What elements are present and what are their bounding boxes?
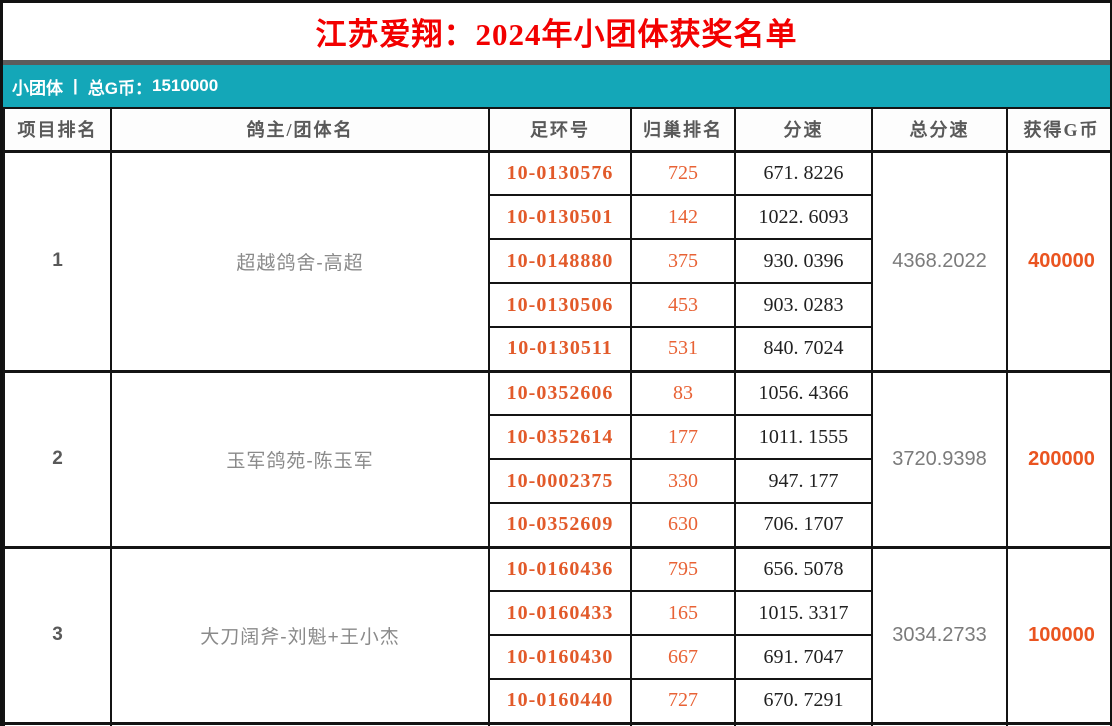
speed-cell: 1015. 3317 <box>734 590 873 636</box>
table-row: 10-0130506 453 903. 0283 <box>4 282 1110 328</box>
total-speed-cell: 4368.2022 <box>871 149 1008 372</box>
speed-cell: 840. 7024 <box>734 326 873 372</box>
table-row: 3 大刀阔斧-刘魁+王小杰 10-0160436 795 656. 5078 3… <box>3 545 1110 724</box>
speed-cell: 671. 8226 <box>734 149 873 196</box>
homing-rank-cell: 630 <box>630 502 736 548</box>
speed-cell: 656. 5078 <box>734 545 873 592</box>
ring-number-cell: 10-0130506 <box>488 282 632 328</box>
ring-number-cell: 10-0352606 <box>488 369 632 416</box>
partial-next-block <box>3 721 1110 726</box>
ring-number-cell: 10-0160436 <box>488 545 632 592</box>
total-speed-cell: 3034.2733 <box>871 545 1008 724</box>
table-row: 10-0352614 177 1011. 1555 <box>4 414 1110 460</box>
speed-cell: 1011. 1555 <box>734 414 873 460</box>
ring-number-cell: 10-0352609 <box>488 502 632 548</box>
homing-rank-cell: 142 <box>630 194 736 240</box>
banner-divider: | <box>73 76 78 95</box>
team-name-cell: 大刀阔斧-刘魁+王小杰 <box>110 545 490 724</box>
table-row: 10-0160433 165 1015. 3317 <box>4 590 1110 636</box>
project-rank-cell: 2 <box>3 369 112 548</box>
speed-cell: 1056. 4366 <box>734 369 873 416</box>
ring-number-cell: 10-0160430 <box>488 634 632 680</box>
ring-number-cell: 10-0002375 <box>488 458 632 504</box>
gcoin-prize-cell: 200000 <box>1006 369 1110 548</box>
speed-cell: 691. 7047 <box>734 634 873 680</box>
column-header-gcoin-won: 获得G币 <box>1006 107 1110 153</box>
category-banner: 小团体 | 总G币： 1510000 <box>3 65 1110 107</box>
gcoin-prize-cell: 400000 <box>1006 149 1110 372</box>
homing-rank-cell: 531 <box>630 326 736 372</box>
homing-rank-cell: 667 <box>630 634 736 680</box>
homing-rank-cell: 725 <box>630 149 736 196</box>
title-divider-band <box>3 60 1110 65</box>
homing-rank-cell: 795 <box>630 545 736 592</box>
speed-cell: 706. 1707 <box>734 502 873 548</box>
team-block-3: 3 大刀阔斧-刘魁+王小杰 10-0160436 795 656. 5078 3… <box>3 545 1110 724</box>
ring-number-cell: 10-0352614 <box>488 414 632 460</box>
team-name-cell: 玉军鸽苑-陈玉军 <box>110 369 490 548</box>
homing-rank-cell: 330 <box>630 458 736 504</box>
project-rank-cell: 1 <box>3 149 112 372</box>
homing-rank-cell: 83 <box>630 369 736 416</box>
ring-number-cell: 10-0130576 <box>488 149 632 196</box>
table-row: 2 玉军鸽苑-陈玉军 10-0352606 83 1056. 4366 3720… <box>3 369 1110 548</box>
table-header-row: 项目排名 鸽主/团体名 足环号 归巢排名 分速 总分速 获得G币 <box>3 107 1110 153</box>
column-header-total-speed: 总分速 <box>871 107 1008 153</box>
team-name-cell: 超越鸽舍-高超 <box>110 149 490 372</box>
ring-number-cell: 10-0148880 <box>488 238 632 284</box>
homing-rank-cell: 727 <box>630 678 736 724</box>
table-row: 10-0160430 667 691. 7047 <box>4 634 1110 680</box>
page-title: 江苏爱翔：2024年小团体获奖名单 <box>315 17 798 52</box>
total-speed-cell: 3720.9398 <box>871 369 1008 548</box>
ring-number-cell: 10-0160433 <box>488 590 632 636</box>
title-box: 江苏爱翔：2024年小团体获奖名单 <box>3 3 1110 60</box>
table-row: 10-0352609 630 706. 1707 <box>4 502 1110 548</box>
table-row: 10-0160440 727 670. 7291 <box>4 678 1110 724</box>
table-row-partial <box>3 721 1110 726</box>
team-block-2: 2 玉军鸽苑-陈玉军 10-0352606 83 1056. 4366 3720… <box>3 369 1110 548</box>
table-row: 10-0130511 531 840. 7024 <box>4 326 1110 372</box>
column-header-project-rank: 项目排名 <box>3 107 112 153</box>
column-header-speed: 分速 <box>734 107 873 153</box>
ring-number-cell: 10-0130501 <box>488 194 632 240</box>
banner-total-gcoin-value: 1510000 <box>152 76 219 95</box>
homing-rank-cell: 165 <box>630 590 736 636</box>
homing-rank-cell: 453 <box>630 282 736 328</box>
ring-number-cell: 10-0130511 <box>488 326 632 372</box>
homing-rank-cell: 177 <box>630 414 736 460</box>
banner-total-gcoin-label: 总G币： <box>87 78 152 98</box>
table-row: 1 超越鸽舍-高超 10-0130576 725 671. 8226 4368.… <box>3 149 1110 372</box>
table-row: 10-0002375 330 947. 177 <box>4 458 1110 504</box>
table-row: 10-0130501 142 1022. 6093 <box>4 194 1110 240</box>
speed-cell: 903. 0283 <box>734 282 873 328</box>
speed-cell: 1022. 6093 <box>734 194 873 240</box>
homing-rank-cell: 375 <box>630 238 736 284</box>
speed-cell: 930. 0396 <box>734 238 873 284</box>
table-row: 10-0148880 375 930. 0396 <box>4 238 1110 284</box>
awards-table: 项目排名 鸽主/团体名 足环号 归巢排名 分速 总分速 获得G币 1 超越鸽舍-… <box>3 107 1110 726</box>
column-header-ring-number: 足环号 <box>488 107 632 153</box>
ring-number-cell: 10-0160440 <box>488 678 632 724</box>
column-header-owner-team: 鸽主/团体名 <box>110 107 490 153</box>
speed-cell: 670. 7291 <box>734 678 873 724</box>
column-header-homing-rank: 归巢排名 <box>630 107 736 153</box>
gcoin-prize-cell: 100000 <box>1006 545 1110 724</box>
team-block-1: 1 超越鸽舍-高超 10-0130576 725 671. 8226 4368.… <box>3 149 1110 372</box>
banner-group-label: 小团体 <box>12 78 63 98</box>
project-rank-cell: 3 <box>3 545 112 724</box>
speed-cell: 947. 177 <box>734 458 873 504</box>
